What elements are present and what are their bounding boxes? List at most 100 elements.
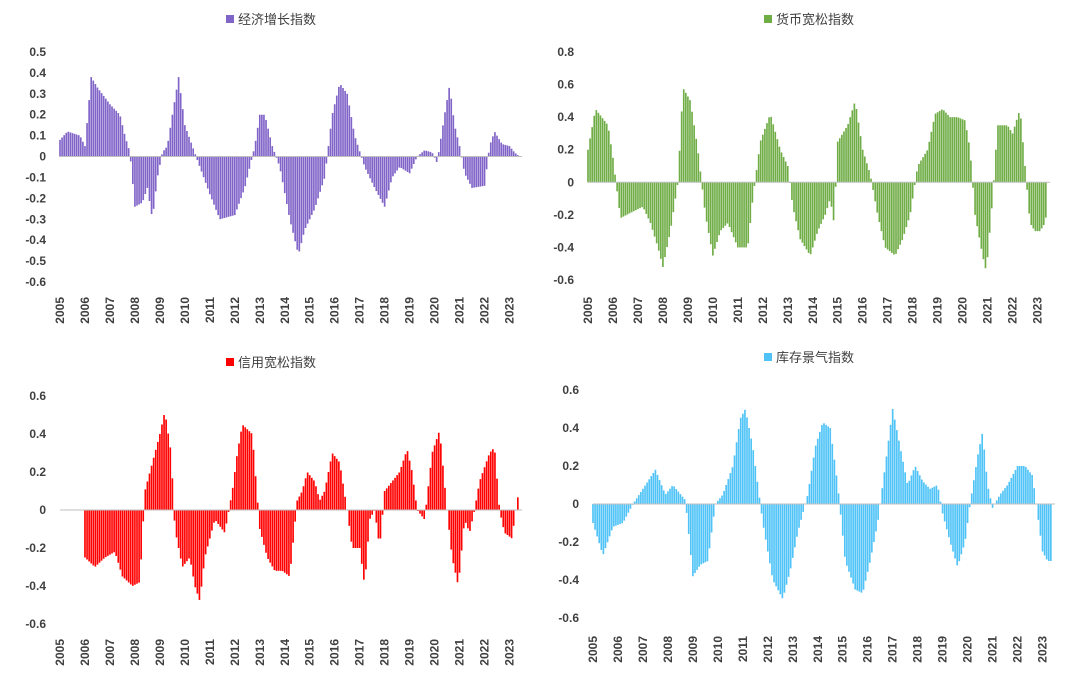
bar [350,510,353,542]
bar [652,472,655,504]
bar [623,504,626,521]
x-tick-label: 2013 [786,636,800,663]
bar [880,182,883,232]
bar [433,445,436,510]
bar [150,465,153,510]
bar [267,128,269,157]
bar [708,504,711,549]
bar [444,112,446,157]
bar [918,475,921,504]
bar [304,478,307,510]
bar [75,134,78,157]
bar [604,504,607,549]
bar [698,504,700,567]
bar [953,117,956,183]
x-tick-label: 2006 [611,636,625,663]
bar [315,156,317,205]
bar [315,486,317,510]
bar [764,504,767,540]
bar [288,510,290,576]
bar [171,478,174,510]
bar [342,483,344,510]
bar [838,138,841,183]
bar [273,510,276,571]
bar [923,482,925,504]
bar [510,148,513,157]
bar [231,487,234,510]
bar [485,461,488,510]
bar [119,116,122,157]
bar [988,182,991,233]
bar [1042,182,1045,226]
bar [427,486,430,510]
bar [321,156,324,186]
bar [619,504,621,525]
bar [421,510,423,517]
bar [514,153,517,157]
bar [737,182,739,248]
bar [415,500,417,510]
bar [832,182,835,221]
bar [469,510,471,531]
bar [945,504,948,530]
x-tick-label: 2016 [856,297,870,324]
bar [937,489,940,504]
bar [868,504,871,563]
bar [200,510,203,587]
bar [861,149,864,183]
bar [269,510,272,563]
bar [192,510,195,577]
bar [123,510,126,579]
bar [1036,182,1039,232]
bar [159,434,161,510]
bar [887,440,890,504]
bar [859,136,862,183]
bar [878,182,881,223]
bar [814,445,817,504]
bar [718,182,720,236]
bar [943,110,945,183]
bar [775,504,777,587]
bar [974,182,976,215]
x-tick-label: 2023 [503,297,517,324]
legend-swatch [226,358,234,366]
bar [263,114,265,157]
bar [1041,504,1044,552]
bar [685,504,688,513]
bar [327,146,330,157]
bar [96,87,99,157]
bar [929,488,931,504]
x-tick-label: 2015 [303,639,317,666]
bar [134,510,136,585]
bar [375,156,378,192]
bar [780,152,783,183]
bar [138,510,140,583]
bar [983,449,986,504]
bar [512,151,515,157]
bar [1050,504,1052,561]
bar [431,153,434,157]
bar [440,138,442,157]
bar [383,156,386,207]
bar [136,156,138,206]
bar [808,483,811,504]
bar [84,146,86,157]
bar [248,156,251,169]
bar [777,504,780,591]
bar [678,150,681,183]
bar [783,504,786,593]
bar [219,510,222,527]
bar [834,182,837,187]
bar [63,135,65,157]
bar [907,182,910,221]
bar [188,510,190,559]
chart-title: 信用宽松指数 [238,355,316,371]
bar [830,182,833,207]
bar [877,504,879,520]
bar [886,182,889,250]
bar [889,424,892,504]
bar [387,156,390,191]
bar [997,125,999,183]
bar [667,491,669,504]
bar [793,182,795,213]
